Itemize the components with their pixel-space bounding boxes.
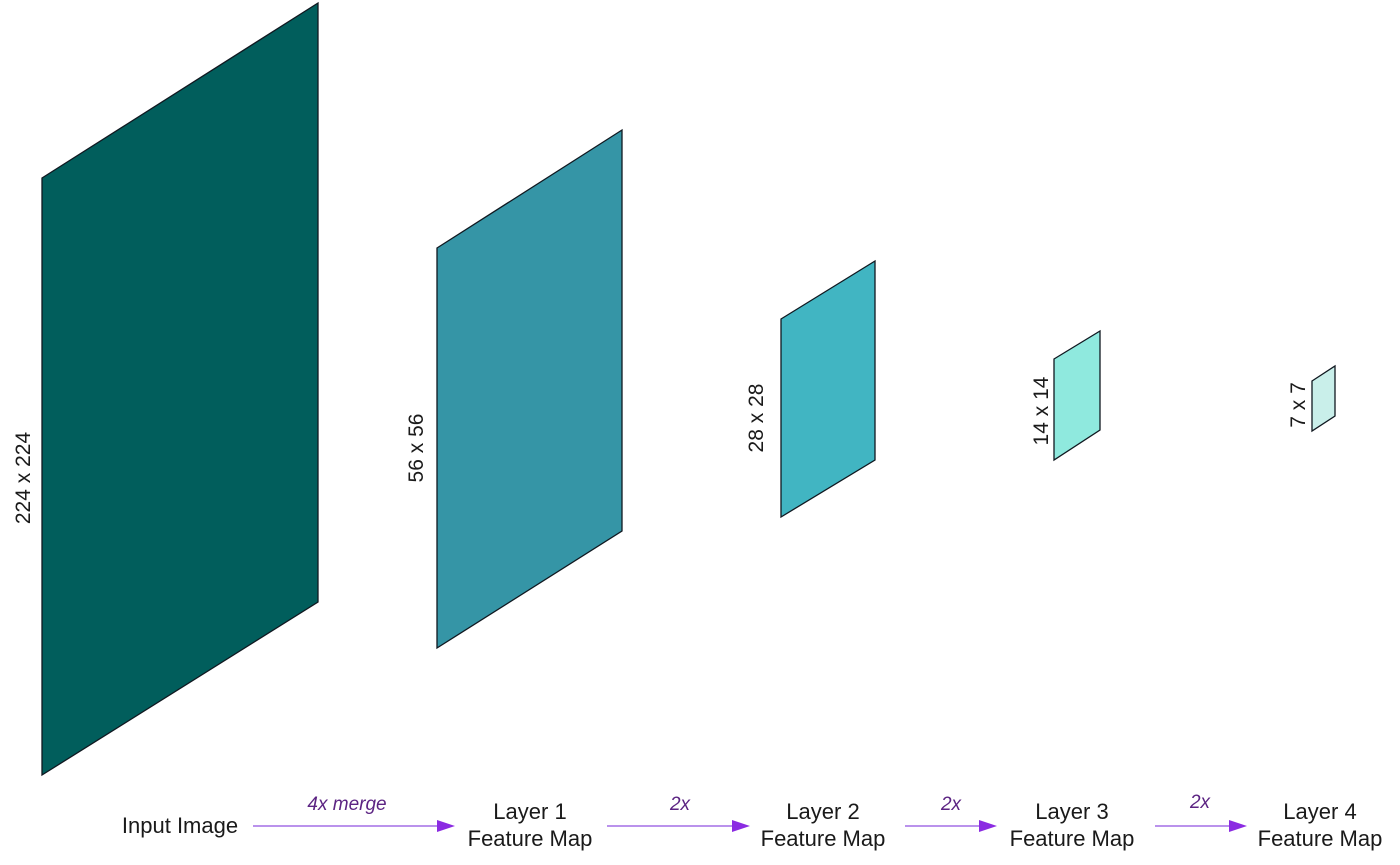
dim-label-layer1: 56 x 56 — [405, 414, 428, 483]
caption-line: Feature Map — [467, 826, 593, 851]
transition-label-2x-first: 2x — [669, 794, 691, 815]
layer1-feature-map-plane — [436, 128, 623, 650]
transition-label-2x-second: 2x — [940, 794, 962, 815]
arrow-2x-third — [1155, 820, 1247, 832]
caption-line: Layer 2 — [786, 799, 860, 824]
caption-line: Feature Map — [1257, 826, 1383, 851]
arrow-2x-first — [607, 820, 750, 832]
layer2-feature-map-plane — [780, 259, 876, 519]
caption-line: Layer 4 — [1283, 799, 1357, 824]
arrow-merge-4x — [253, 820, 455, 832]
caption-line: Feature Map — [760, 826, 886, 851]
caption-input-image: Input Image — [65, 799, 295, 851]
arrow-2x-second — [905, 820, 997, 832]
caption-line: Feature Map — [1009, 826, 1135, 851]
layer4-feature-map-plane — [1311, 364, 1336, 433]
arrow-head-icon — [437, 820, 455, 832]
input-image-plane — [41, 1, 319, 777]
dim-label-layer2: 28 x 28 — [745, 384, 768, 453]
dim-label-layer3: 14 x 14 — [1030, 376, 1053, 445]
caption-layer4-feature-map: Layer 4 Feature Map — [1205, 799, 1400, 851]
caption-line: Layer 1 — [493, 799, 567, 824]
arrow-head-icon — [732, 820, 750, 832]
caption-layer3-feature-map: Layer 3 Feature Map — [957, 799, 1187, 851]
transition-label-4x-merge: 4x merge — [307, 794, 387, 815]
layer3-feature-map-plane — [1053, 329, 1101, 462]
caption-line: Layer 3 — [1035, 799, 1109, 824]
dim-label-input: 224 x 224 — [12, 432, 35, 525]
caption-layer1-feature-map: Layer 1 Feature Map — [415, 799, 645, 851]
arrow-head-icon — [979, 820, 997, 832]
arrow-head-icon — [1229, 820, 1247, 832]
transition-label-2x-third: 2x — [1189, 792, 1211, 813]
caption-line: Input Image — [121, 812, 239, 838]
dim-label-layer4: 7 x 7 — [1287, 382, 1310, 428]
caption-layer2-feature-map: Layer 2 Feature Map — [708, 799, 938, 851]
